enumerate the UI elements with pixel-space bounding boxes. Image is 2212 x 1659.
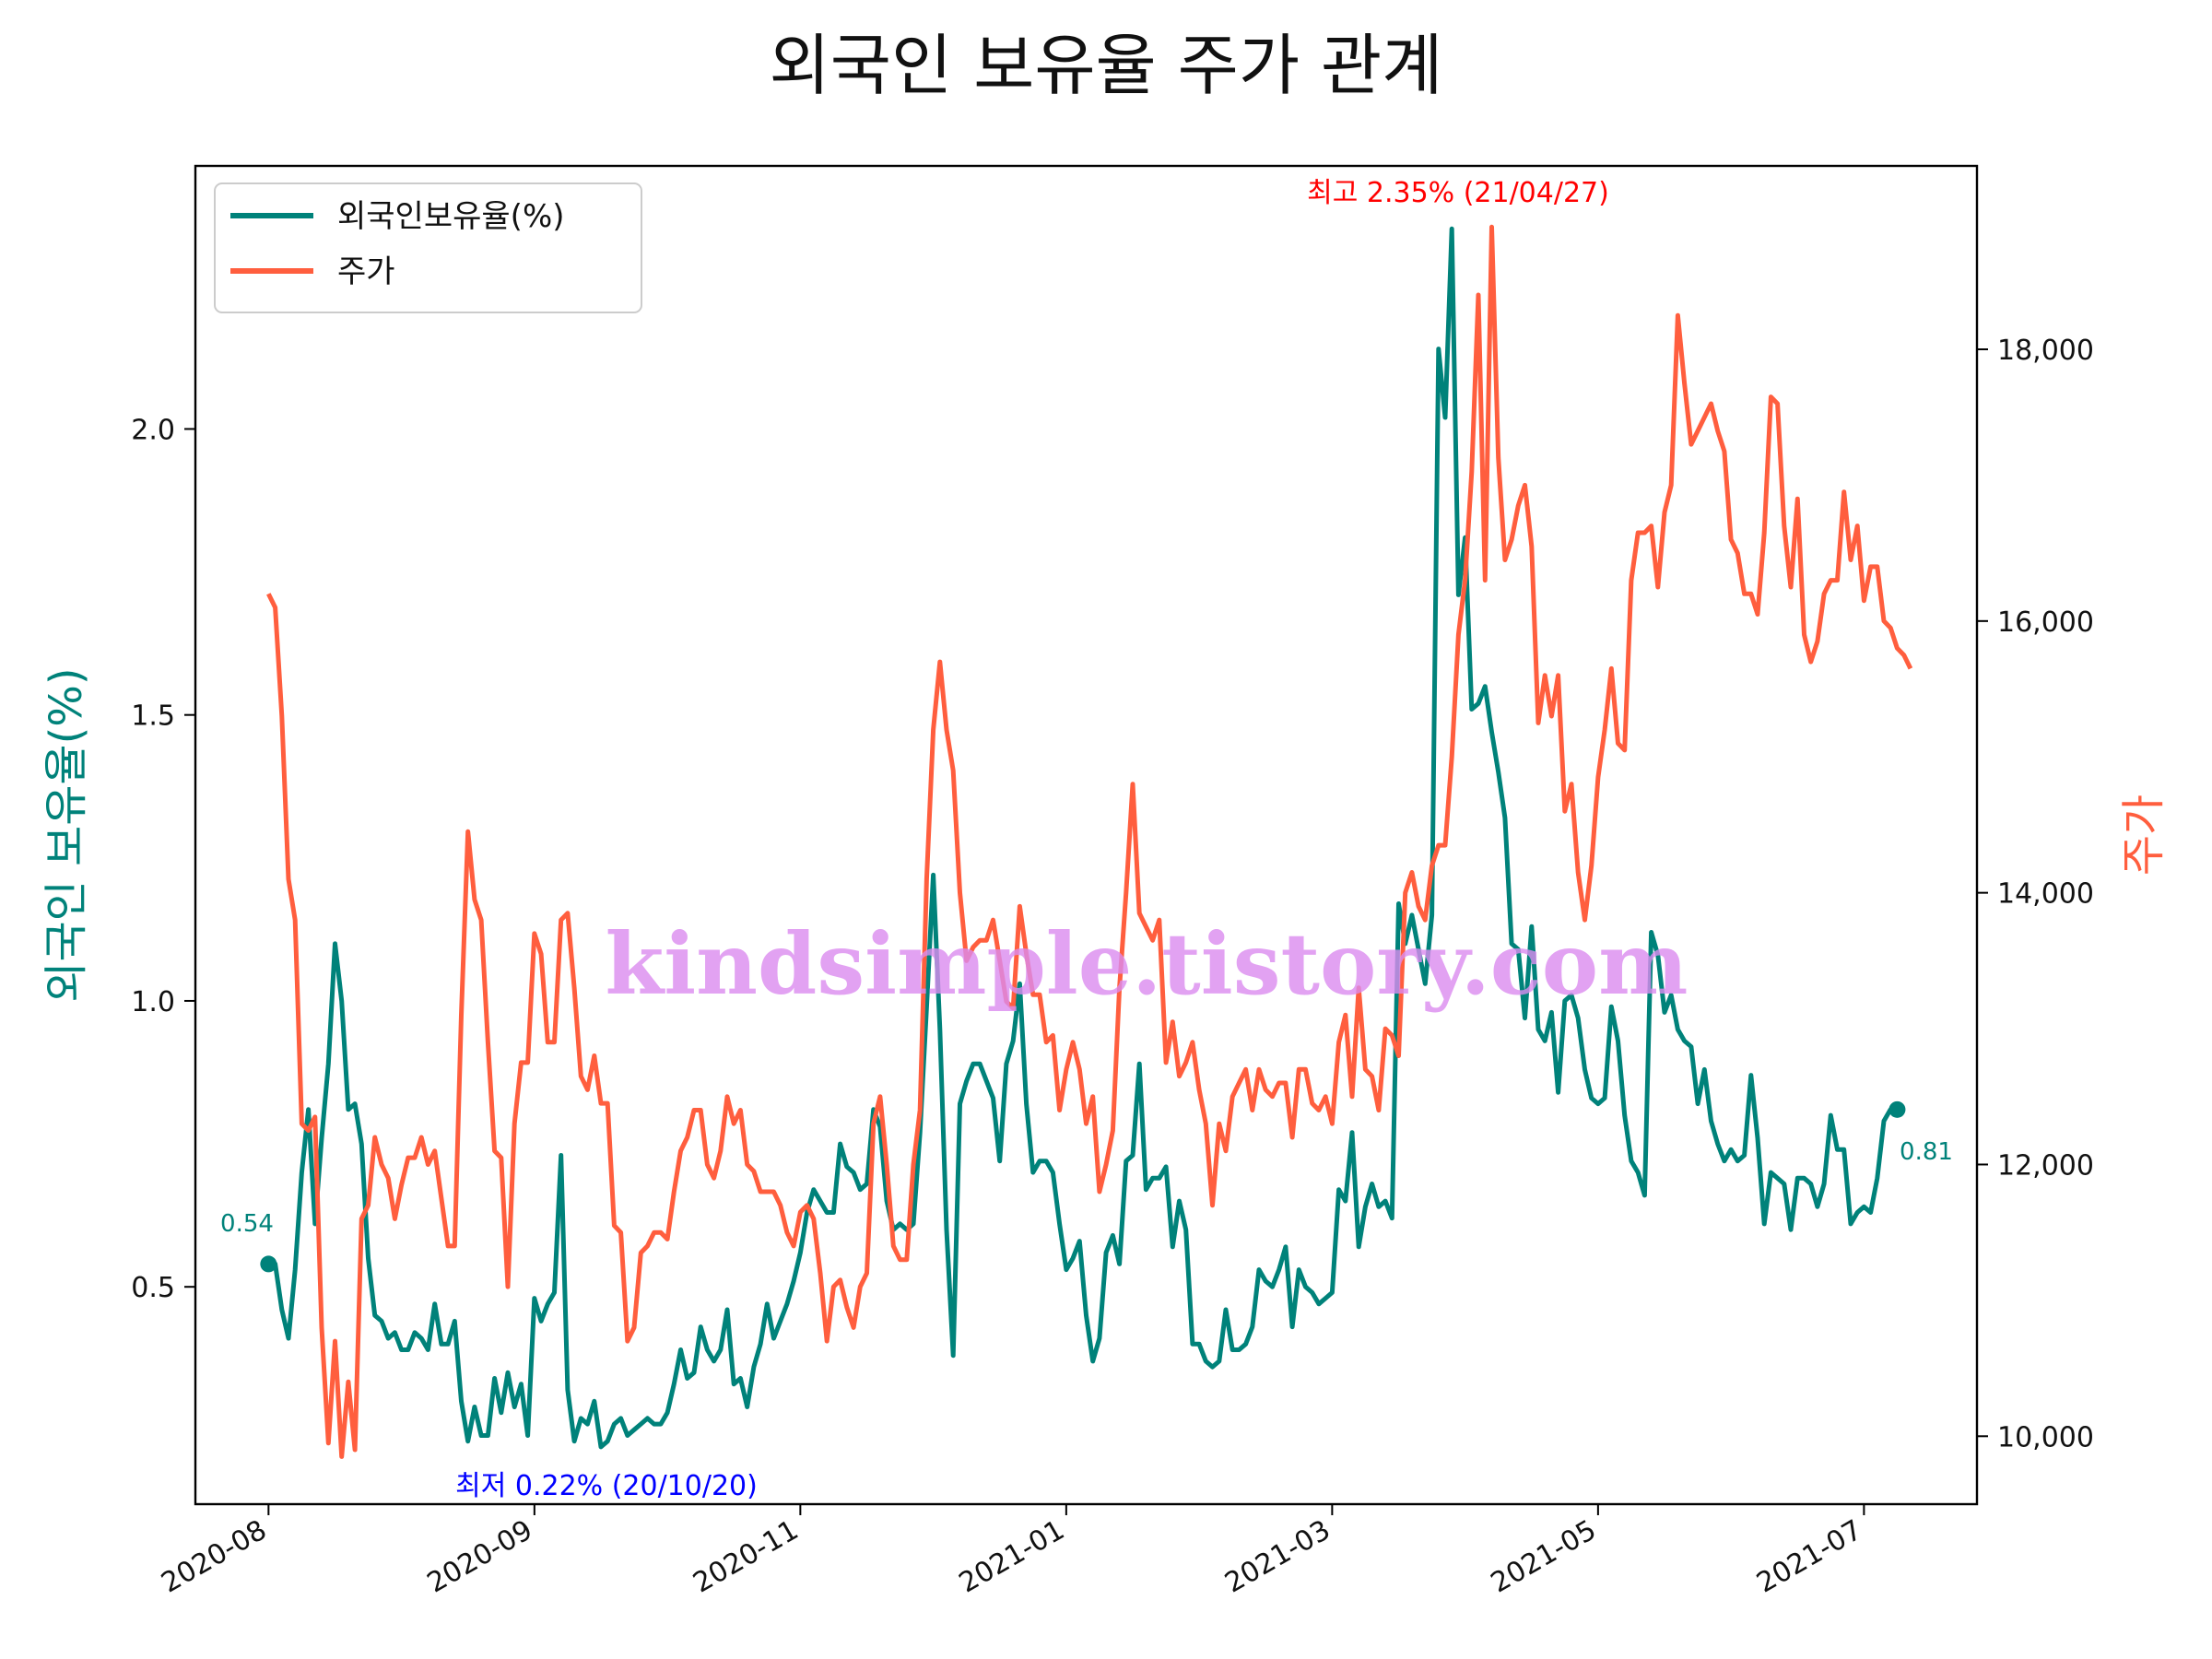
legend-box [214,182,642,313]
start-value-label: 0.54 [220,1210,274,1238]
y-axis-label: 외국인 보유율(%) [41,667,92,1002]
y2-tick-label: 14,000 [1997,878,2094,911]
y-tick-label: 0.5 [131,1272,175,1304]
series-line-foreign [268,226,1898,1450]
y-tick-label: 2.0 [131,414,175,446]
y2-tick-label: 10,000 [1997,1421,2094,1453]
x-tick-label: 2021-03 [1219,1514,1335,1600]
end-value-label: 0.81 [1900,1138,1953,1166]
legend-label-price: 주가 [337,253,395,290]
y-tick-label: 1.5 [131,700,175,733]
plot-frame [194,164,1979,1506]
y2-tick-label: 16,000 [1997,606,2094,639]
x-tick-label: 2020-09 [422,1514,538,1600]
x-tick-label: 2020-11 [688,1514,804,1600]
x-tick-label: 2020-08 [156,1514,272,1600]
chart-title: 외국인 보유율 주가 관계 [769,27,1442,104]
y2-axis-label: 주가 [2118,794,2170,876]
y2-tick-label: 18,000 [1997,335,2094,367]
x-tick-label: 2021-01 [954,1514,1070,1600]
start-marker [260,1255,277,1273]
x-tick-label: 2021-07 [1751,1514,1867,1600]
y-tick-label: 1.0 [131,986,175,1018]
max-annotation: 최고 2.35% (21/04/27) [1307,177,1609,209]
min-annotation: 최저 0.22% (20/10/20) [455,1470,758,1502]
legend-label-foreign: 외국인보유율(%) [337,198,565,235]
x-tick-label: 2021-05 [1486,1514,1602,1600]
end-marker [1888,1100,1906,1118]
y2-tick-label: 12,000 [1997,1149,2094,1182]
legend: 외국인보유율(%) 주가 [214,182,642,313]
series-line-price [266,224,1913,1459]
watermark: kindsimple.tistory.com [605,914,1688,1014]
